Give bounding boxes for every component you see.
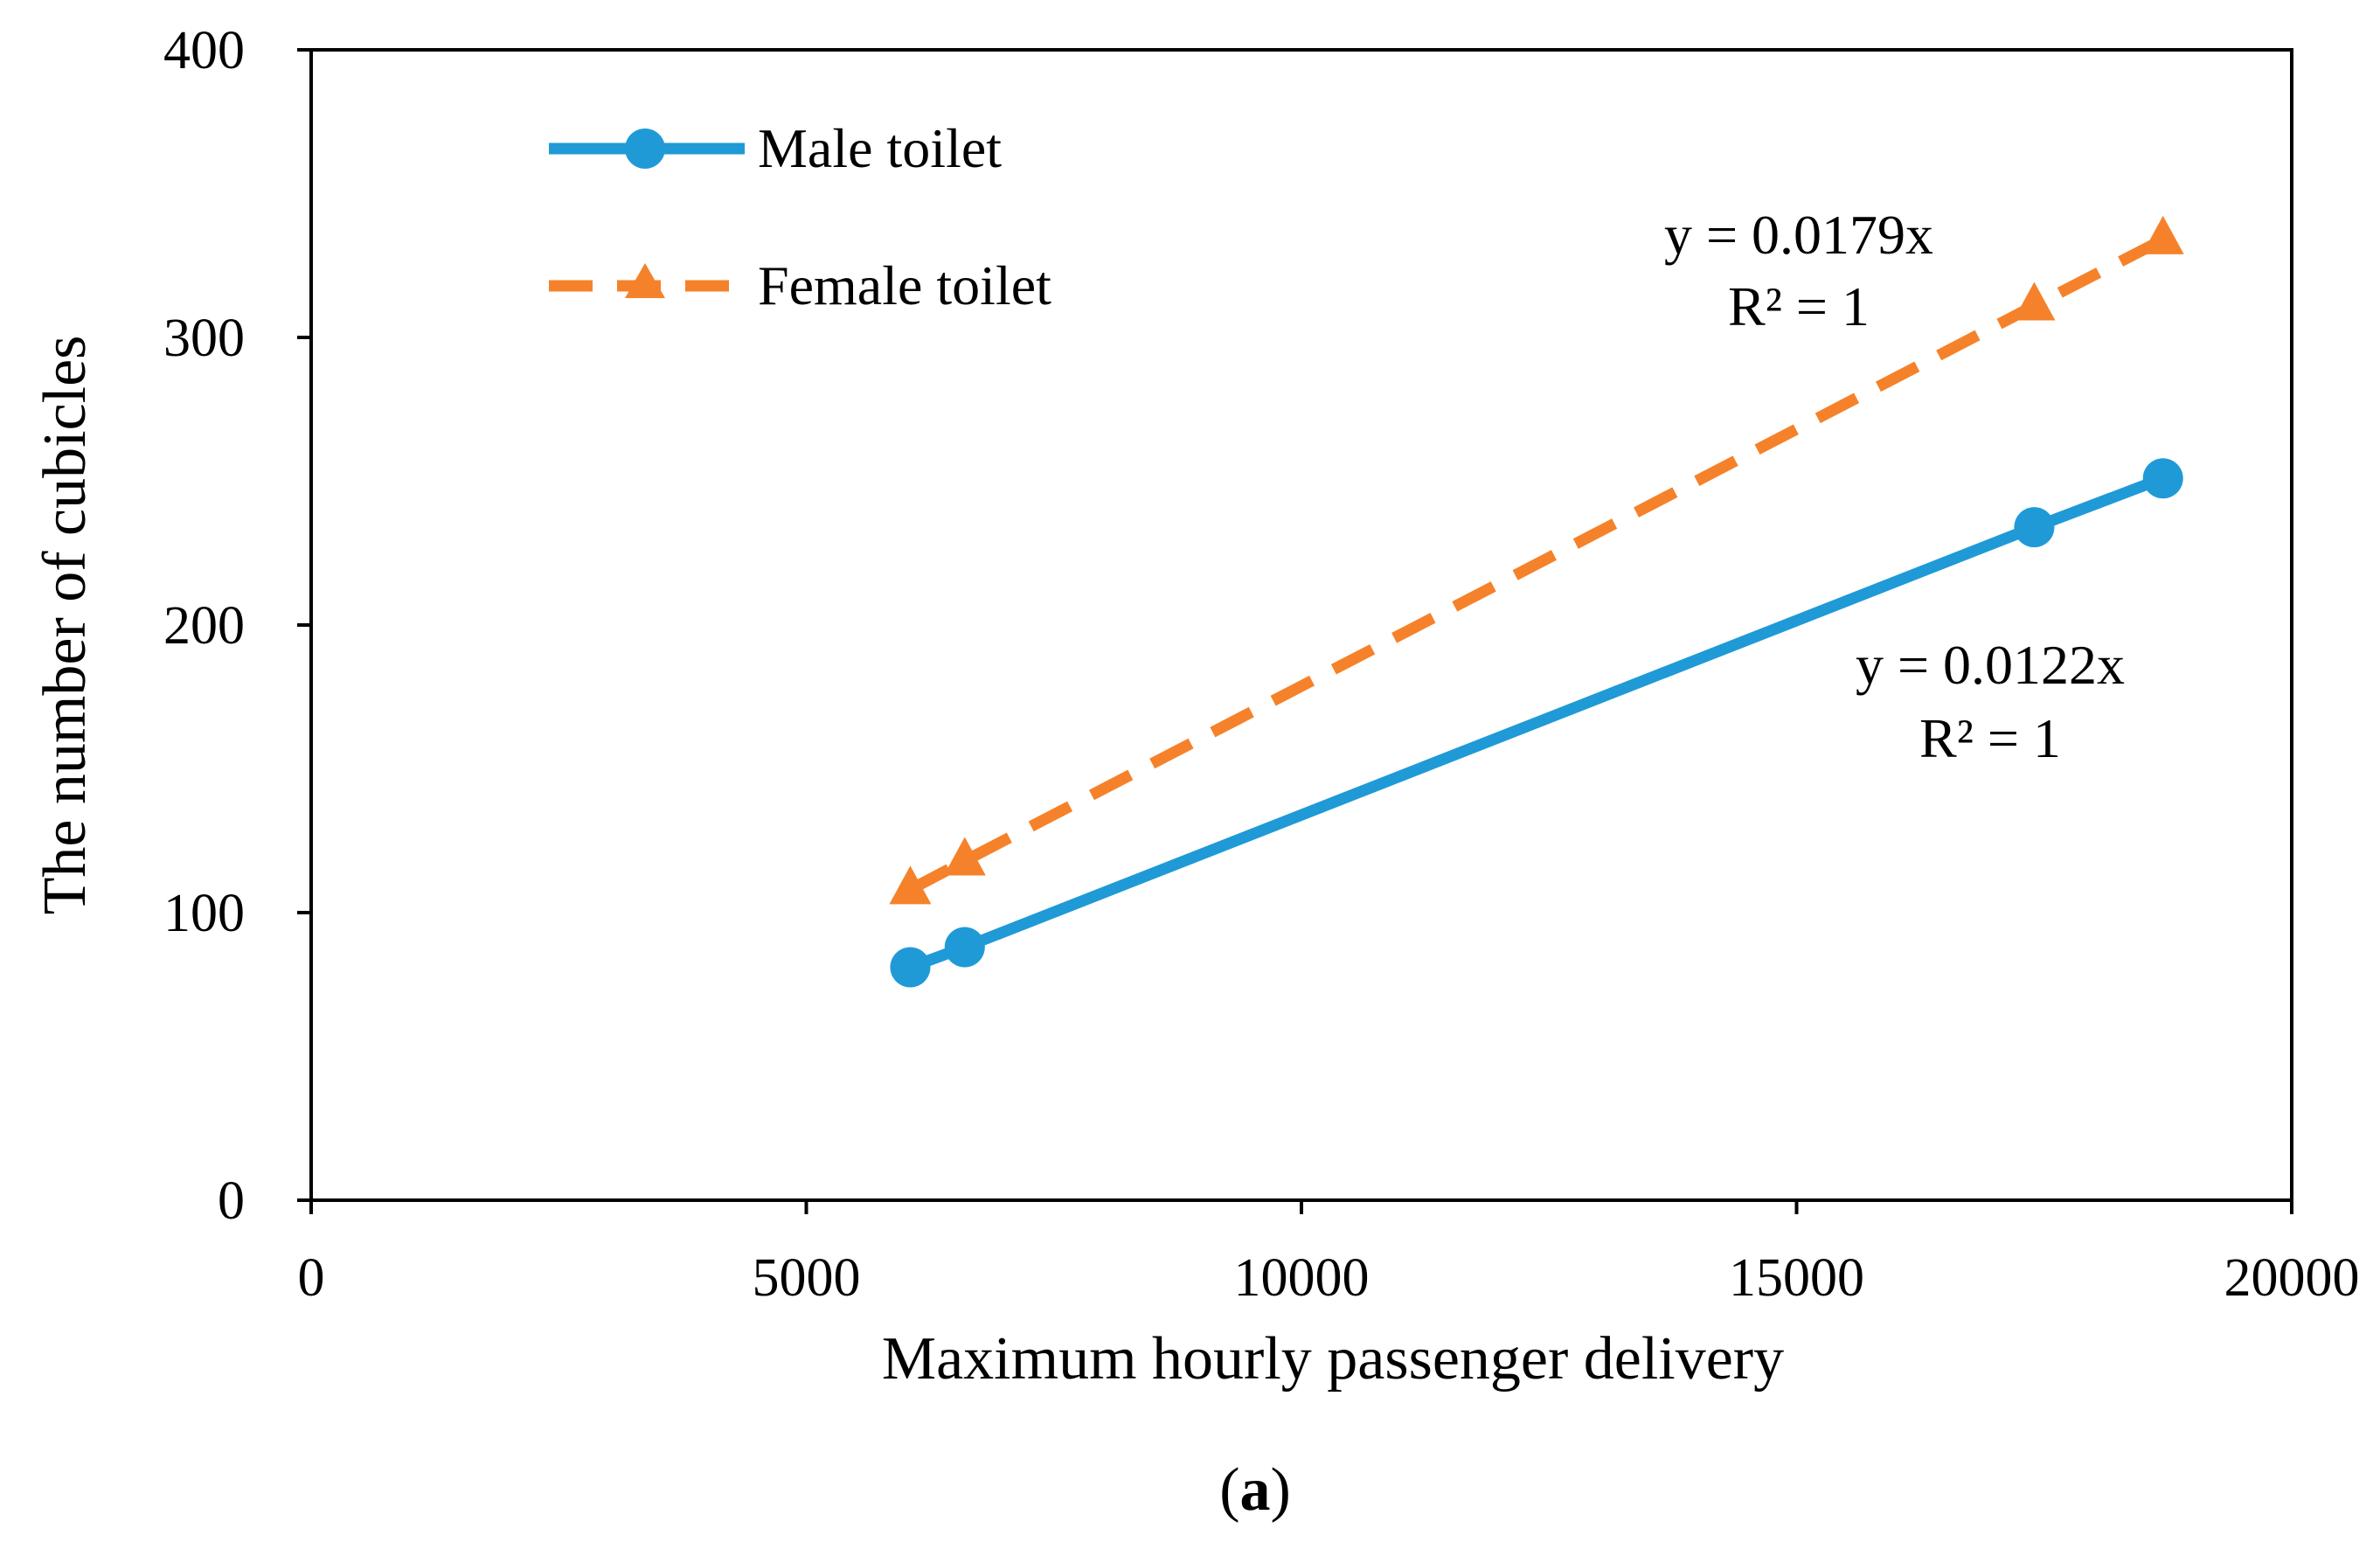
caption-letter: a	[1240, 1456, 1271, 1524]
male-toilet-point	[890, 947, 931, 988]
legend-female-label: Female toilet	[758, 254, 1051, 316]
plot-area	[309, 48, 2293, 1202]
legend-male-label: Male toilet	[758, 117, 1002, 179]
caption-open-paren: (	[1219, 1456, 1239, 1524]
male-trend-annotation: y = 0.0122x R² = 1	[1856, 634, 2125, 769]
y-tick-label: 400	[163, 21, 245, 80]
y-axis-ticks: 0 100 200 300 400	[163, 21, 311, 1231]
male-equation: y = 0.0122x	[1856, 634, 2125, 696]
y-tick-label: 0	[218, 1171, 245, 1231]
female-toilet-point	[2141, 215, 2184, 254]
x-tick-label: 0	[298, 1248, 325, 1308]
male-toilet-point	[2014, 507, 2055, 548]
x-axis-ticks: 0 5000 10000 15000 20000	[298, 1200, 2360, 1308]
female-toilet-series	[889, 215, 2184, 905]
female-toilet-point	[943, 837, 986, 876]
female-toilet-point	[2013, 281, 2056, 321]
male-toilet-series	[890, 458, 2183, 988]
legend-male-marker	[625, 129, 665, 169]
female-toilet-point	[889, 865, 932, 905]
x-tick-label: 10000	[1234, 1248, 1370, 1308]
x-axis-title: Maximum hourly passenger delivery	[882, 1325, 1784, 1393]
y-tick-label: 300	[163, 309, 245, 368]
legend: Male toilet Female toilet	[549, 117, 1051, 316]
x-tick-label: 15000	[1729, 1248, 1864, 1308]
y-tick-label: 200	[163, 596, 245, 656]
x-tick-label: 5000	[753, 1248, 861, 1308]
caption-close-paren: )	[1271, 1456, 1291, 1524]
series-layer	[889, 215, 2184, 988]
y-tick-label: 100	[163, 884, 245, 943]
male-toilet-point	[2142, 458, 2183, 499]
female-r-squared: R² = 1	[1728, 275, 1870, 337]
male-r-squared: R² = 1	[1919, 707, 2061, 769]
female-equation: y = 0.0179x	[1664, 204, 1933, 266]
y-axis-title: The number of cubicles	[31, 336, 99, 915]
figure-caption: (a)	[1219, 1456, 1291, 1524]
female-trend-annotation: y = 0.0179x R² = 1	[1664, 204, 1933, 337]
male-toilet-point	[944, 927, 985, 968]
x-tick-label: 20000	[2224, 1248, 2360, 1308]
female-toilet-line	[907, 234, 2166, 895]
legend-female-marker	[625, 263, 665, 298]
male-toilet-line	[908, 473, 2166, 973]
